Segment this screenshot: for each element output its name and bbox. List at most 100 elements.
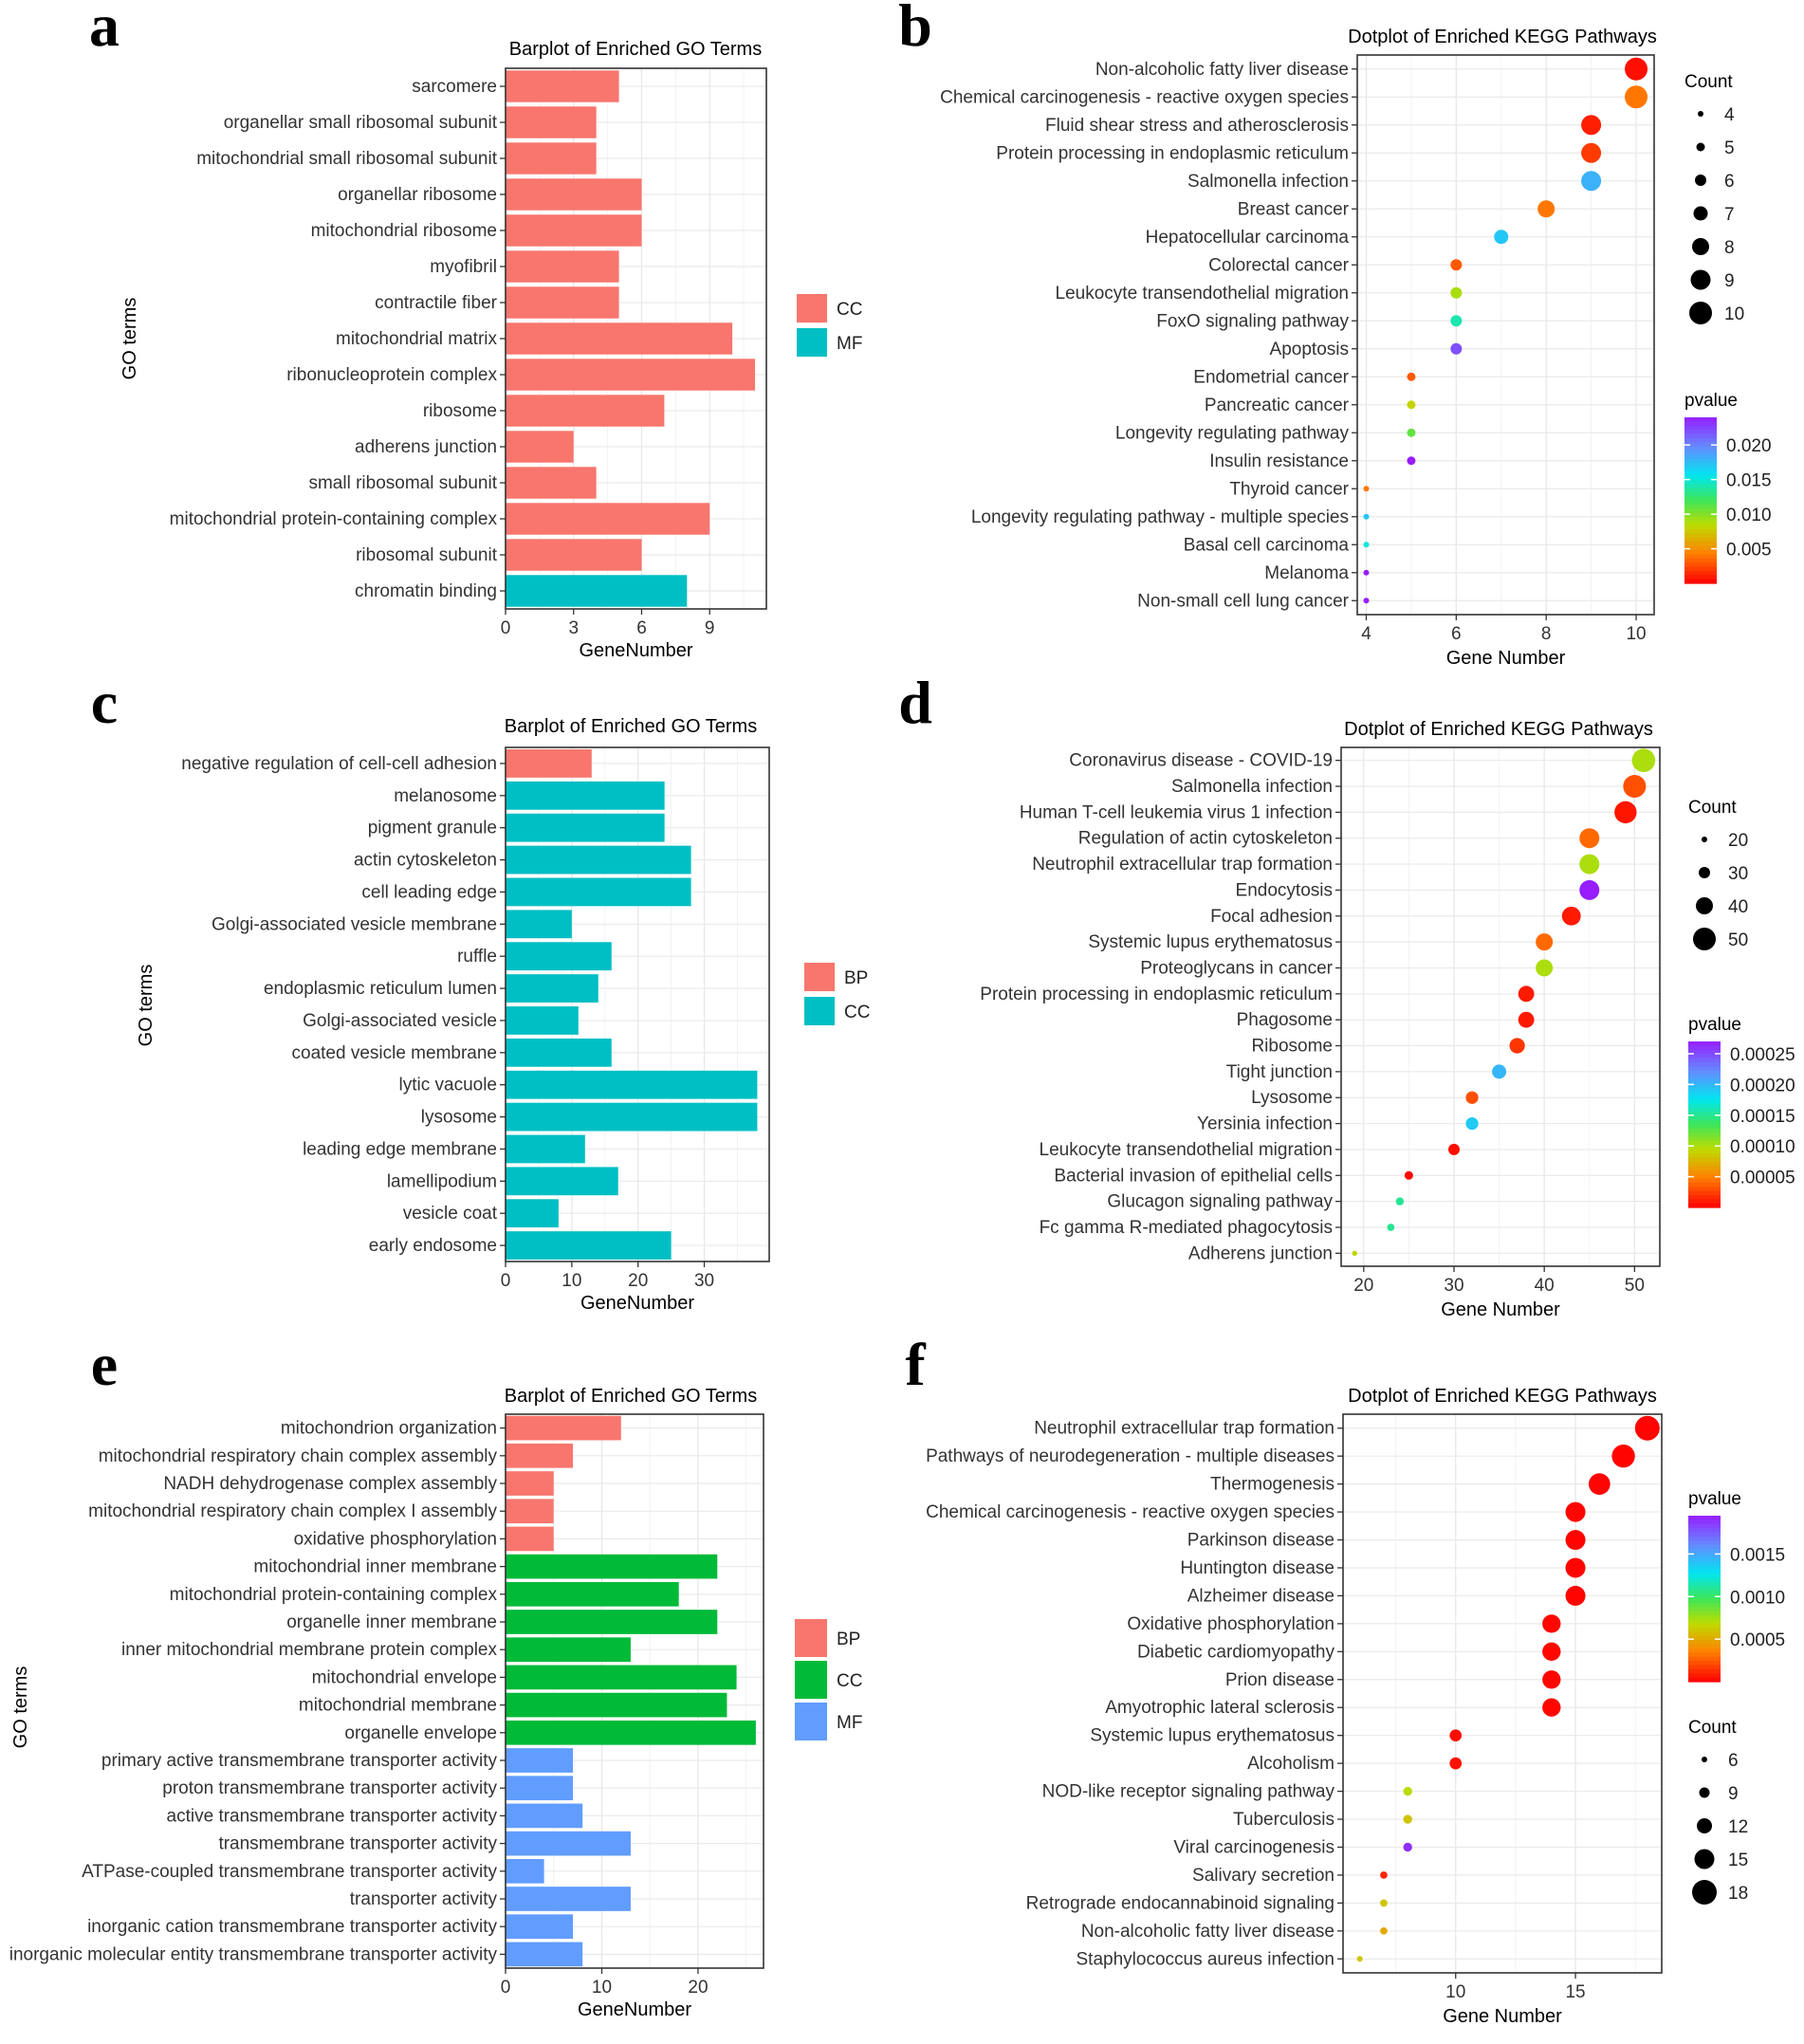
- bar-transmembrane-transporter-activity: [506, 1831, 631, 1856]
- panel-d: d Dotplot of Enriched KEGG Pathways Corona…: [898, 669, 1795, 1320]
- category-label: lamellipodium: [387, 1171, 497, 1191]
- category-label: lysosome: [421, 1108, 497, 1128]
- category-label: mitochondrial ribosome: [311, 221, 497, 241]
- panel-letter-e: e: [91, 1331, 118, 1398]
- x-tick-label: 8: [1541, 624, 1552, 644]
- category-label: endoplasmic reticulum lumen: [264, 979, 497, 999]
- category-label: Regulation of actin cytoskeleton: [1078, 829, 1333, 849]
- dot-thyroid-cancer: [1363, 486, 1370, 492]
- dot-alcoholism: [1449, 1757, 1463, 1770]
- panel-e: e Barplot of Enriched GO Terms mitochondri…: [9, 1331, 863, 2020]
- pvalue-colorbar-segment: [1688, 1594, 1721, 1600]
- legend-label-bp: BP: [837, 1630, 860, 1649]
- category-label: organelle envelope: [344, 1723, 497, 1743]
- pvalue-colorbar-segment: [1684, 421, 1717, 427]
- pvalue-colorbar-segment: [1688, 1082, 1721, 1088]
- category-label: Glucagon signaling pathway: [1107, 1192, 1333, 1212]
- pvalue-colorbar-segment: [1688, 1640, 1721, 1646]
- category-label: transmembrane transporter activity: [218, 1834, 497, 1854]
- category-label: ribosome: [423, 401, 497, 421]
- dot-endocytosis: [1579, 879, 1600, 900]
- count-legend-label: 9: [1724, 271, 1735, 291]
- x-tick-label: 0: [501, 618, 511, 638]
- bar-nadh-dehydrogenase-complex-assembly: [506, 1471, 554, 1496]
- count-legend-dot: [1689, 302, 1712, 324]
- count-legend-label: 20: [1728, 831, 1748, 851]
- pvalue-colorbar-segment: [1688, 1549, 1721, 1554]
- pvalue-colorbar-segment: [1688, 1561, 1721, 1567]
- dot-leukocyte-transendothelial-migration: [1447, 1143, 1460, 1155]
- dot-regulation-of-actin-cytoskeleton: [1579, 828, 1600, 849]
- count-legend-label: 5: [1724, 138, 1735, 158]
- pvalue-colorbar-segment: [1688, 1194, 1721, 1200]
- category-label: mitochondrial small ribosomal subunit: [196, 149, 498, 169]
- category-label: mitochondrial respiratory chain complex …: [88, 1501, 497, 1521]
- pvalue-colorbar-segment: [1684, 451, 1717, 455]
- count-legend-label: 4: [1724, 105, 1735, 125]
- category-label: Protein processing in endoplasmic reticu…: [996, 143, 1349, 163]
- category-label: inner mitochondrial membrane protein com…: [121, 1640, 498, 1660]
- legend-swatch-bp: [795, 1619, 827, 1657]
- legend-swatch-mf: [795, 1703, 827, 1740]
- pvalue-colorbar-segment: [1684, 504, 1717, 509]
- pvalue-colorbar-segment: [1688, 1203, 1721, 1208]
- pvalue-colorbar-segment: [1688, 1061, 1721, 1067]
- dot-endometrial-cancer: [1407, 372, 1416, 381]
- pvalue-colorbar-segment: [1688, 1112, 1721, 1117]
- category-label: mitochondrial envelope: [312, 1667, 497, 1687]
- pvalue-colorbar-segment: [1688, 1075, 1721, 1079]
- category-label: Insulin resistance: [1209, 451, 1349, 471]
- pvalue-colorbar-segment: [1684, 517, 1717, 522]
- dot-salmonella-infection: [1623, 775, 1647, 799]
- category-label: Phagosome: [1237, 1010, 1333, 1030]
- category-label: Leukocyte transendothelial migration: [1040, 1140, 1333, 1160]
- dot-phagosome: [1518, 1011, 1535, 1028]
- x-tick-label: 20: [628, 1271, 648, 1291]
- dot-basal-cell-carcinoma: [1363, 542, 1370, 548]
- category-label: Endocytosis: [1236, 880, 1333, 900]
- category-label: ruffle: [457, 947, 497, 967]
- pvalue-legend-label: 0.00005: [1730, 1169, 1795, 1188]
- category-label: Ribosome: [1251, 1037, 1333, 1057]
- bar-endoplasmic-reticulum-lumen: [506, 974, 598, 1003]
- category-label: Human T-cell leukemia virus 1 infection: [1020, 802, 1333, 822]
- x-tick-label: 6: [636, 618, 647, 638]
- bar-early-endosome: [506, 1231, 672, 1260]
- pvalue-colorbar-segment: [1684, 550, 1717, 555]
- pvalue-colorbar-segment: [1684, 570, 1717, 576]
- bar-mitochondrion-organization: [506, 1415, 621, 1441]
- category-label: cell leading edge: [361, 882, 497, 902]
- category-label: Non-alcoholic fatty liver disease: [1095, 60, 1349, 80]
- bar-mitochondrial-respiratory-chain-complex-assembly: [506, 1443, 574, 1468]
- pvalue-colorbar-segment: [1688, 1565, 1721, 1571]
- count-legend-dot: [1692, 238, 1709, 255]
- pvalue-colorbar-segment: [1688, 1108, 1721, 1113]
- pvalue-legend-label: 0.00025: [1730, 1045, 1795, 1065]
- dot-thermogenesis: [1588, 1473, 1611, 1495]
- category-label: ATPase-coupled transmembrane transporter…: [82, 1862, 497, 1882]
- pvalue-colorbar-segment: [1684, 537, 1717, 543]
- pvalue-colorbar-segment: [1684, 467, 1717, 472]
- category-label: early endosome: [369, 1236, 497, 1256]
- dot-systemic-lupus-erythematosus: [1536, 933, 1554, 951]
- category-label: mitochondrial matrix: [336, 329, 497, 349]
- dot-non-alcoholic-fatty-liver-disease: [1625, 57, 1648, 81]
- category-label: inorganic molecular entity transmembrane…: [9, 1944, 498, 1964]
- pvalue-colorbar-segment: [1688, 1115, 1721, 1121]
- x-tick-label: 10: [1445, 1982, 1465, 2002]
- x-axis-label: GeneNumber: [578, 1999, 691, 2020]
- pvalue-colorbar-segment: [1684, 430, 1717, 435]
- pvalue-colorbar-segment: [1688, 1598, 1721, 1604]
- dot-tight-junction: [1492, 1064, 1507, 1079]
- category-label: Melanoma: [1264, 563, 1349, 583]
- category-label: Neutrophil extracellular trap formation: [1032, 855, 1333, 875]
- bar-inorganic-molecular-entity-transmembrane-transporter-activity: [506, 1942, 583, 1967]
- pvalue-legend-title: pvalue: [1688, 1489, 1741, 1509]
- category-label: mitochondrial respiratory chain complex …: [99, 1446, 498, 1466]
- pvalue-colorbar-segment: [1688, 1619, 1721, 1625]
- bar-organellar-ribosome: [506, 178, 642, 211]
- dot-hepatocellular-carcinoma: [1494, 230, 1509, 245]
- bar-organellar-small-ribosomal-subunit: [506, 106, 597, 138]
- pvalue-colorbar-segment: [1684, 475, 1717, 481]
